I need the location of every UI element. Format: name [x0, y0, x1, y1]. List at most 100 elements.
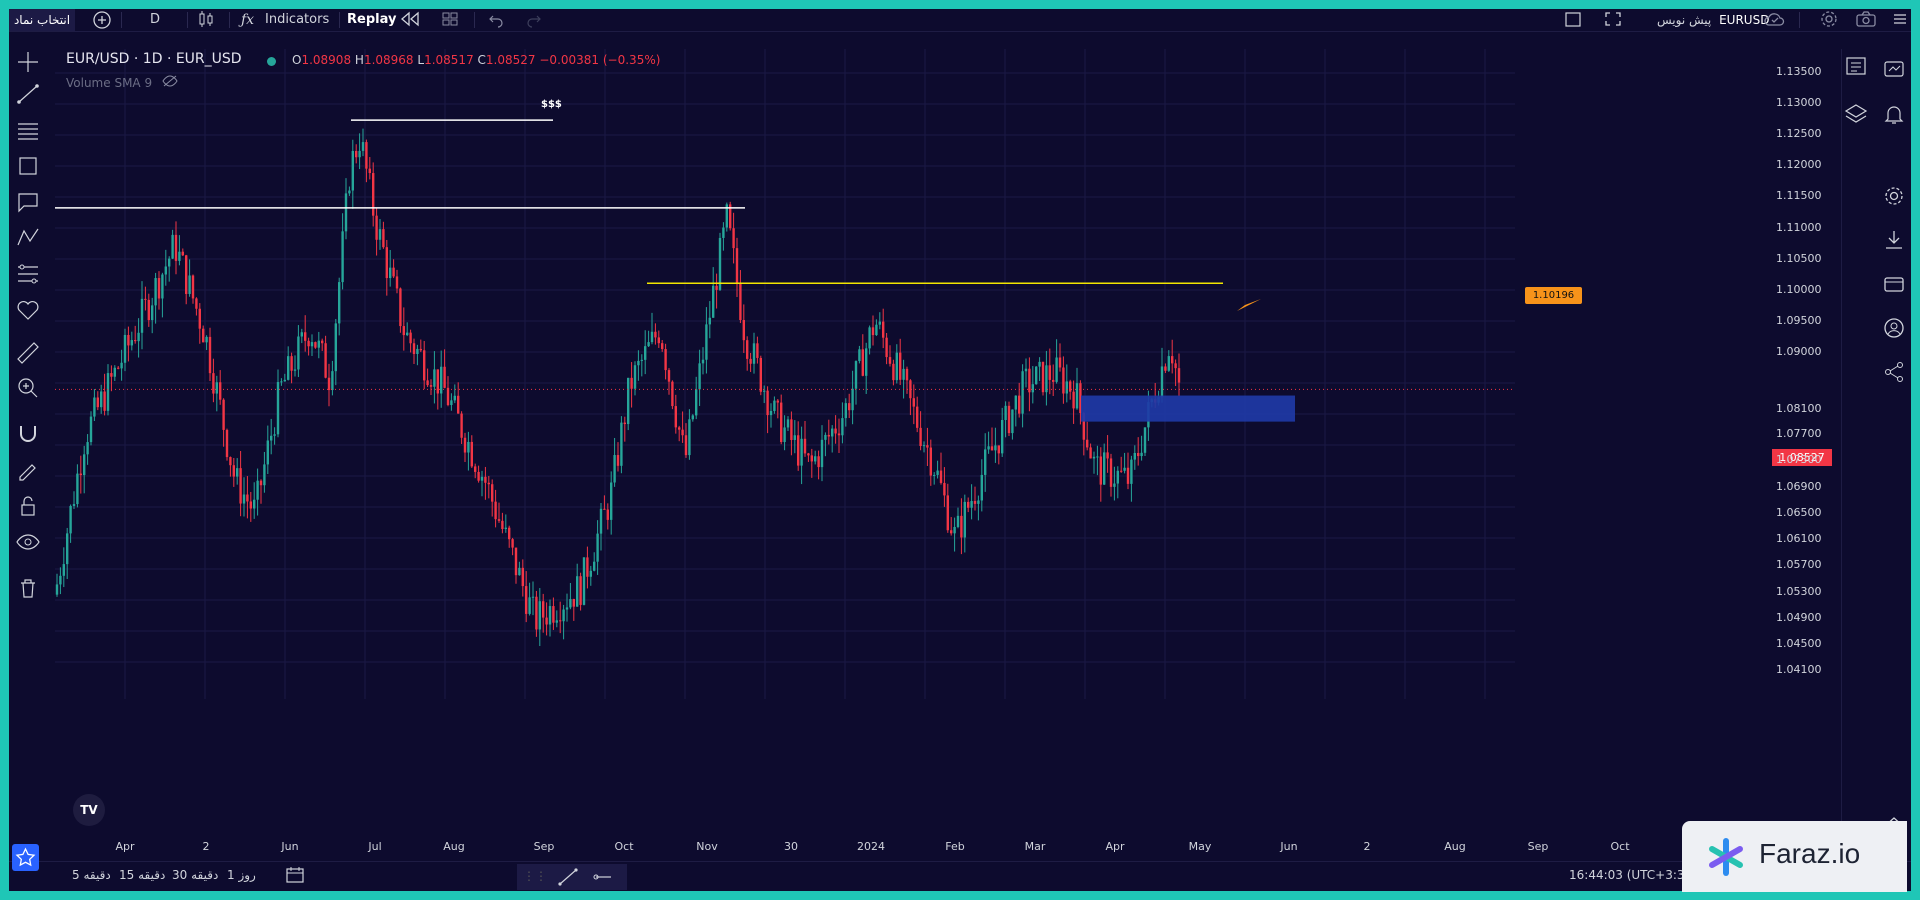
candle-body — [970, 501, 973, 508]
candle-body — [729, 204, 732, 229]
price-tick-label: 1.12000 — [1776, 158, 1822, 171]
lock-pencil-icon[interactable] — [14, 457, 42, 483]
rectangle-icon[interactable] — [14, 153, 42, 179]
camera-icon[interactable] — [1855, 9, 1877, 31]
candle-body — [776, 400, 779, 403]
candle-body — [531, 596, 535, 598]
high-value: 1.08968 — [363, 53, 414, 67]
price-tick-label: 1.13000 — [1776, 96, 1822, 109]
zoom-in-icon[interactable] — [14, 375, 42, 401]
share-icon[interactable] — [1881, 359, 1907, 385]
magnet-icon[interactable] — [14, 421, 42, 447]
high-label: H — [354, 53, 364, 67]
download-icon[interactable] — [1881, 227, 1907, 253]
candle-body — [746, 340, 749, 359]
candle-body — [756, 343, 759, 358]
gear-icon[interactable] — [1881, 183, 1907, 209]
clock-timezone[interactable]: 16:44:03 (UTC+3:3 — [1569, 868, 1685, 882]
candle-body — [1133, 453, 1136, 460]
candle-body — [1075, 383, 1079, 409]
faraz-logo-icon — [1709, 838, 1743, 876]
layers-icon[interactable] — [1843, 101, 1869, 127]
fav-horizontal-ray-icon[interactable] — [591, 867, 613, 887]
candle-body — [987, 446, 990, 450]
settings-icon[interactable] — [1819, 9, 1839, 31]
date-range-icon[interactable] — [285, 866, 305, 887]
trend-line-icon[interactable] — [14, 81, 42, 107]
timeframe-15m[interactable]: 15 دقیقه — [119, 868, 166, 882]
candle-body — [487, 482, 490, 485]
indicators-icon[interactable]: ƒx — [241, 12, 255, 28]
candle-body — [382, 229, 385, 248]
redo-icon[interactable] — [525, 9, 543, 31]
callout-icon[interactable] — [14, 189, 42, 215]
trash-icon[interactable] — [14, 575, 42, 601]
candle-body — [154, 278, 157, 306]
menu-icon[interactable] — [1891, 9, 1909, 31]
favorites-star-button[interactable] — [12, 844, 39, 871]
candle-body — [1038, 361, 1041, 367]
tradingview-logo[interactable]: TV — [73, 794, 105, 826]
candle-body — [1001, 420, 1004, 454]
candle-body — [423, 350, 426, 381]
watchlist-icon[interactable] — [1881, 57, 1907, 83]
layout-icon[interactable] — [441, 9, 459, 31]
timeframe-5m[interactable]: 5 دقیقه — [72, 868, 111, 882]
candle-body — [416, 348, 419, 355]
symbol-name-right[interactable]: پیش نویس EURUSD — [1657, 9, 1769, 31]
undo-icon[interactable] — [487, 9, 505, 31]
horizontal-lines-icon[interactable] — [14, 117, 42, 143]
candle-body — [1014, 395, 1017, 410]
candle-body — [334, 323, 337, 372]
object-tree-icon[interactable] — [1843, 53, 1869, 79]
candle-body — [188, 275, 191, 294]
candle-body — [508, 527, 511, 540]
long-short-icon[interactable] — [14, 261, 42, 287]
card-icon[interactable] — [1881, 271, 1907, 297]
price-chart[interactable] — [55, 49, 1515, 829]
candle-body — [178, 251, 181, 261]
price-tick-label: 1.04100 — [1776, 663, 1822, 676]
replay-icon[interactable] — [399, 9, 421, 31]
alerts-icon[interactable] — [1881, 101, 1907, 127]
timeframe-30m[interactable]: 30 دقیقه — [172, 868, 219, 882]
cloud-save-icon[interactable] — [1763, 9, 1787, 31]
eye-icon[interactable] — [14, 529, 42, 555]
pattern-icon[interactable] — [14, 225, 42, 251]
ruler-icon[interactable] — [14, 339, 42, 365]
expand-icon[interactable] — [1603, 9, 1623, 31]
candle-body — [331, 371, 334, 391]
replay-button[interactable]: Replay — [347, 12, 397, 27]
candle-body — [249, 501, 252, 509]
add-symbol-icon[interactable] — [92, 9, 112, 31]
change-value: −0.00381 (−0.35%) — [539, 53, 661, 67]
candle-body — [1167, 356, 1170, 371]
profile-icon[interactable] — [1881, 315, 1907, 341]
indicators-button[interactable]: Indicators — [265, 12, 330, 27]
lock-icon[interactable] — [14, 493, 42, 519]
candle-body — [773, 400, 776, 411]
time-tick-label: 2 — [1363, 840, 1371, 853]
candle-body — [967, 501, 970, 508]
time-tick-label: Aug — [1444, 840, 1466, 853]
candle-body — [1089, 447, 1092, 459]
candle-body — [817, 456, 820, 468]
fullscreen-toggle-icon[interactable] — [1563, 9, 1583, 31]
candle-body — [1041, 361, 1045, 393]
favorites-heart-icon[interactable] — [14, 297, 42, 323]
price-callout[interactable]: 1.10196 — [1525, 287, 1582, 304]
candle-body — [348, 190, 351, 194]
crosshair-icon[interactable] — [14, 49, 42, 75]
hidden-eye-icon[interactable] — [162, 75, 178, 90]
timeframe-1d[interactable]: 1 روز — [227, 868, 256, 882]
candle-body — [412, 343, 416, 355]
drag-handle-icon[interactable]: ⋮⋮ — [523, 869, 547, 883]
candle-body — [640, 359, 643, 361]
candles-icon[interactable] — [197, 9, 215, 31]
time-tick-label: Aug — [443, 840, 465, 853]
fav-trend-line-icon[interactable] — [557, 867, 579, 887]
candle-body — [1113, 483, 1116, 487]
interval-button[interactable]: D — [150, 12, 161, 27]
symbol-search-button[interactable]: انتخاب نماد — [9, 9, 75, 31]
volume-indicator-label[interactable]: Volume SMA 9 — [66, 75, 178, 90]
